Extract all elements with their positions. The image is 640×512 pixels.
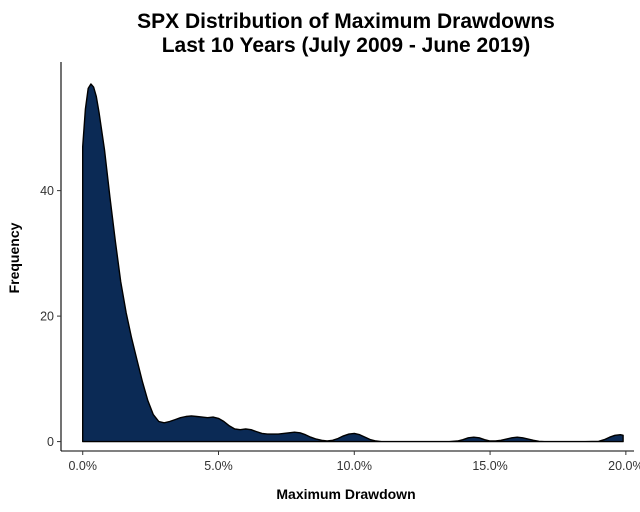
y-tick-label: 40 — [40, 184, 54, 198]
y-tick-label: 0 — [47, 435, 54, 449]
x-tick-label: 10.0% — [337, 459, 372, 473]
y-tick-label: 20 — [40, 310, 54, 324]
plot-area: 0 20 40 0.0% 5.0% 10.0% 15.0% 20.0% — [40, 62, 640, 473]
x-tick-label: 15.0% — [472, 459, 507, 473]
density-area — [82, 83, 624, 443]
chart-title-line-2: Last 10 Years (July 2009 - June 2019) — [162, 34, 531, 57]
chart-title-line-1: SPX Distribution of Maximum Drawdowns — [137, 10, 555, 33]
x-tick-label: 20.0% — [608, 459, 640, 473]
x-axis-title: Maximum Drawdown — [276, 486, 415, 502]
x-tick-label: 0.0% — [68, 459, 97, 473]
y-axis-title: Frequency — [6, 222, 22, 293]
x-tick-label: 5.0% — [204, 459, 233, 473]
